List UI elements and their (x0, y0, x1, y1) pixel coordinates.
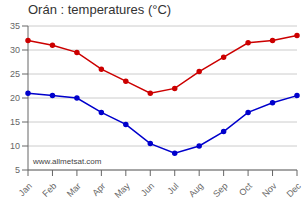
svg-text:25: 25 (10, 69, 20, 79)
svg-text:Oct: Oct (237, 181, 254, 198)
html-text:www.allmetsat.com: www.allmetsat.com (33, 157, 102, 166)
svg-text:Sep: Sep (211, 181, 229, 199)
svg-text:Jan: Jan (17, 181, 34, 198)
svg-text:30: 30 (10, 45, 20, 55)
svg-text:Mar: Mar (65, 181, 83, 199)
svg-text:Jun: Jun (139, 181, 156, 198)
svg-text:Aug: Aug (187, 181, 205, 199)
svg-text:15: 15 (10, 117, 20, 127)
svg-text:Apr: Apr (90, 181, 107, 198)
svg-text:35: 35 (10, 21, 20, 31)
svg-text:May: May (113, 181, 132, 200)
svg-text:Jul: Jul (165, 181, 180, 196)
svg-text:10: 10 (10, 141, 20, 151)
svg-text:Nov: Nov (260, 181, 279, 200)
svg-text:5: 5 (15, 165, 20, 175)
html-text:Orán : temperatures (°C): Orán : temperatures (°C) (28, 2, 172, 17)
svg-text:Dec: Dec (285, 181, 297, 200)
svg-text:20: 20 (10, 93, 20, 103)
svg-text:Feb: Feb (40, 181, 58, 199)
